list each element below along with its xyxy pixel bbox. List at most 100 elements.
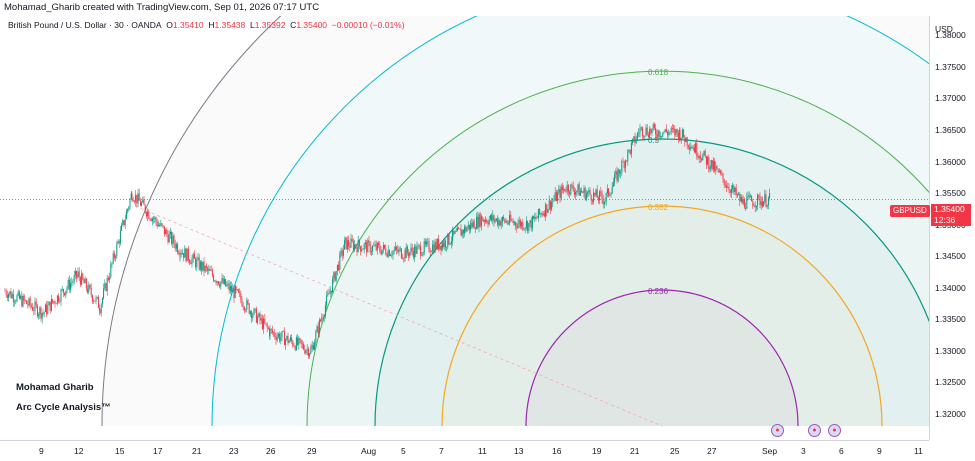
candle-body	[336, 264, 338, 272]
candle-body	[748, 195, 750, 198]
candle-body	[741, 197, 743, 204]
candle-body	[149, 218, 151, 220]
candle-body	[685, 137, 687, 143]
price-axis[interactable]: USD 1.38000 1.37500 1.37000 1.36500 1.36000 1…	[929, 16, 975, 440]
candle-body	[764, 194, 766, 202]
candle-body	[583, 188, 585, 193]
candle-body	[665, 129, 667, 133]
candle-body	[27, 303, 29, 306]
candle-body	[387, 249, 389, 257]
candle-body	[630, 142, 632, 154]
candle-body	[399, 248, 401, 250]
candle-body	[766, 205, 768, 207]
candle-body	[494, 220, 496, 222]
price-tick-label: 1.37000	[935, 93, 966, 104]
candle-body	[705, 155, 707, 165]
candle-body	[710, 160, 712, 168]
time-axis[interactable]: 9 12 15 17 21 23 26 29 Aug 5 7 11 13 16 19 21 25 27 Sep 3 6 9…	[0, 440, 929, 461]
candle-body	[326, 295, 328, 306]
candle-body	[344, 237, 346, 240]
candle-body	[199, 261, 201, 270]
candle-body	[728, 186, 730, 191]
candle-body	[421, 255, 423, 256]
candle-body	[545, 204, 547, 217]
candle-body	[616, 171, 618, 181]
economic-event-icon[interactable]: ●	[771, 424, 784, 437]
candle-body	[39, 307, 41, 315]
candle-body	[381, 249, 383, 255]
time-tick-label: 23	[229, 446, 239, 456]
candle-body	[147, 211, 149, 217]
symbol-name[interactable]: British Pound / U.S. Dollar · 30 · OANDA	[8, 20, 162, 30]
candle-body	[535, 216, 537, 219]
candle-body	[52, 299, 54, 303]
economic-event-icon[interactable]: ●	[808, 424, 821, 437]
candle-body	[411, 247, 413, 252]
candle-body	[618, 169, 620, 174]
economic-event-icon[interactable]: ●	[828, 424, 841, 437]
candle-body	[234, 286, 236, 298]
chart-canvas[interactable]: 0.618 0.5 0.382 0.236	[0, 16, 929, 440]
candle-body	[743, 198, 745, 208]
created-by-text: Mohamad_Gharib created with TradingView.…	[4, 2, 320, 13]
candle-body	[292, 341, 294, 346]
candle-body	[178, 252, 180, 255]
candle-body	[349, 246, 351, 248]
candle-body	[44, 304, 46, 312]
candle-body	[189, 260, 191, 263]
candle-body	[605, 193, 607, 202]
fib-arc	[525, 289, 799, 427]
candle-body	[679, 129, 681, 141]
candle-body	[10, 291, 12, 298]
candle-body	[746, 197, 748, 209]
candle-body	[286, 335, 288, 340]
candle-body	[597, 197, 599, 201]
candle-body	[761, 201, 763, 207]
candle-body	[192, 253, 194, 259]
candle-body	[452, 230, 454, 242]
candle-body	[434, 241, 436, 253]
candle-body	[624, 160, 626, 169]
candle-body	[151, 218, 153, 222]
candle-body	[558, 189, 560, 193]
price-tick-label: 1.36000	[935, 156, 966, 167]
candle-body	[346, 240, 348, 250]
candle-body	[225, 279, 227, 286]
candle-body	[564, 188, 566, 192]
candle-body	[339, 253, 341, 270]
candle-body	[442, 243, 444, 248]
candle-body	[71, 282, 73, 284]
time-tick-label: 29	[307, 446, 317, 456]
fib-level-label: 0.5	[648, 136, 660, 145]
candle-body	[26, 300, 28, 304]
candle-body	[135, 194, 137, 202]
time-tick-label: 6	[839, 446, 844, 456]
candle-body	[572, 185, 574, 191]
candle-body	[733, 185, 735, 192]
fib-arcs[interactable]: 0.618 0.5 0.382 0.236	[101, 16, 929, 427]
candle-body	[492, 215, 494, 221]
candle-body	[190, 262, 192, 264]
candle-body	[115, 256, 117, 258]
candle-body	[714, 160, 716, 172]
candle-body	[253, 308, 255, 315]
candle-body	[248, 303, 250, 314]
candle-body	[483, 220, 485, 222]
candle-body	[285, 339, 287, 346]
price-tick-label: 1.34500	[935, 251, 966, 262]
price-tick-label: 1.32000	[935, 408, 966, 419]
candle-body	[144, 204, 146, 213]
candle-body	[24, 300, 26, 302]
candle-body	[133, 201, 135, 202]
candle-body	[656, 134, 658, 137]
candle-body	[5, 290, 7, 296]
candle-body	[646, 127, 648, 135]
candle-body	[95, 297, 97, 302]
candle-body	[575, 192, 577, 195]
candle-body	[375, 244, 377, 251]
candle-body	[122, 220, 124, 225]
candle-body	[643, 136, 645, 138]
candle-body	[305, 350, 307, 354]
symbol-legend: British Pound / U.S. Dollar · 30 · OANDA…	[8, 20, 405, 30]
candle-body	[289, 337, 291, 341]
